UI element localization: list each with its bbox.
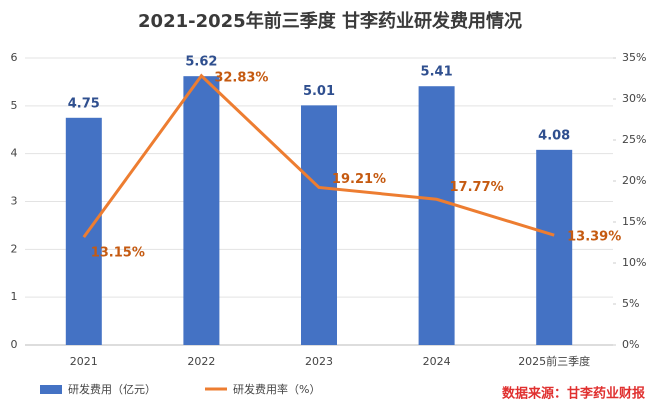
x-tick-label: 2021 xyxy=(70,355,98,368)
line-label: 13.15% xyxy=(91,246,145,261)
y2-tick-label: 10% xyxy=(622,256,646,269)
x-tick-label: 2022 xyxy=(187,355,215,368)
y2-tick-label: 20% xyxy=(622,174,646,187)
bar-label: 4.75 xyxy=(68,96,100,111)
legend-label: 研发费用（亿元） xyxy=(68,382,156,396)
y2-tick-label: 15% xyxy=(622,215,646,228)
bar-label: 5.62 xyxy=(185,55,217,70)
line-label: 13.39% xyxy=(567,230,621,245)
line-label: 19.21% xyxy=(332,172,386,187)
bar xyxy=(418,86,455,345)
bar xyxy=(65,117,102,346)
bar xyxy=(301,105,337,345)
bar-label: 5.41 xyxy=(421,65,453,80)
y-tick-label: 3 xyxy=(11,195,18,208)
chart-title: 2021-2025年前三季度 甘李药业研发费用情况 xyxy=(138,10,522,32)
bar-label: 5.01 xyxy=(303,84,335,99)
y-tick-label: 1 xyxy=(11,290,18,303)
y2-tick-label: 35% xyxy=(622,51,646,64)
line-label: 32.83% xyxy=(214,70,268,85)
y-tick-label: 6 xyxy=(11,51,18,64)
legend-swatch xyxy=(40,385,62,394)
y-tick-label: 2 xyxy=(11,242,18,255)
line-label: 17.77% xyxy=(450,180,504,195)
y-tick-label: 4 xyxy=(11,147,18,160)
y2-tick-label: 25% xyxy=(622,133,646,146)
bar xyxy=(183,76,220,345)
line xyxy=(82,73,555,239)
legend-label: 研发费用率（%） xyxy=(233,382,320,396)
y2-tick-label: 0% xyxy=(622,338,639,351)
y2-tick-label: 5% xyxy=(622,297,639,310)
y-tick-label: 5 xyxy=(11,99,18,112)
y2-tick-label: 30% xyxy=(622,92,646,105)
bar-label: 4.08 xyxy=(538,128,570,143)
x-tick-label: 2024 xyxy=(423,355,451,368)
x-tick-label: 2023 xyxy=(305,355,333,368)
source: 数据来源：甘李药业财报 xyxy=(502,386,646,402)
y-tick-label: 0 xyxy=(11,338,18,351)
x-tick-label: 2025前三季度 xyxy=(518,354,590,368)
bar xyxy=(536,149,573,345)
